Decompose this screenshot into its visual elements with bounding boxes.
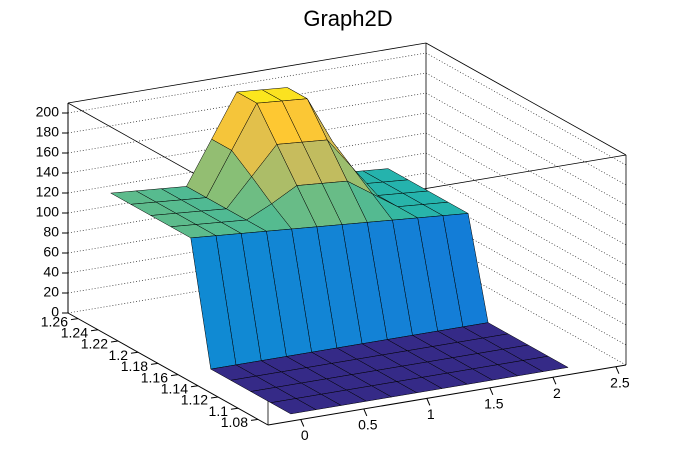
grid-line: [67, 132, 627, 246]
x-tick: [615, 366, 620, 374]
x-tick: [426, 398, 431, 406]
grid-line: [67, 52, 627, 166]
z-tick-label: 140: [36, 164, 60, 180]
y-tick: [210, 396, 219, 399]
y-tick: [170, 374, 179, 377]
y-tick: [110, 340, 119, 343]
x-tick: [363, 408, 368, 417]
y-tick-label: 1.2: [109, 347, 129, 363]
y-tick-label: 1.24: [61, 325, 88, 341]
grid-line: [67, 112, 627, 226]
y-tick-label: 1.22: [81, 336, 108, 352]
x-tick-label: 2.5: [610, 374, 630, 390]
z-tick-label: 100: [36, 204, 60, 220]
z-tick-label: 200: [36, 104, 60, 120]
z-tick-label: 40: [43, 264, 59, 280]
y-tick: [230, 407, 239, 410]
x-tick: [489, 387, 494, 396]
grid-line: [67, 212, 627, 326]
z-tick-label: 0: [51, 304, 59, 320]
y-tick-label: 1.14: [161, 381, 188, 397]
x-tick-label: 0.5: [358, 417, 378, 433]
x-tick-label: 1: [427, 406, 435, 422]
y-tick-label: 1.1: [209, 403, 229, 419]
z-tick-label: 120: [36, 184, 60, 200]
box-edge: [67, 42, 427, 104]
z-tick-label: 160: [36, 144, 60, 160]
y-tick: [150, 362, 159, 365]
surface-cell: [270, 398, 317, 415]
grid-line: [67, 252, 627, 366]
y-tick-label: 1.08: [221, 414, 248, 430]
y-tick-label: 1.16: [141, 369, 168, 385]
z-tick-label: 80: [43, 224, 59, 240]
x-tick: [552, 377, 557, 385]
y-tick-label: 1.26: [41, 313, 68, 329]
grid-line: [67, 232, 627, 346]
z-tick-label: 180: [36, 124, 60, 140]
y-tick: [70, 318, 79, 321]
x-tick-label: 0: [301, 427, 309, 443]
y-tick-label: 1.12: [181, 392, 208, 408]
y-tick-label: 1.18: [121, 358, 148, 374]
z-tick-label: 60: [43, 244, 59, 260]
z-tick-label: 20: [43, 284, 59, 300]
x-axis: [267, 364, 627, 426]
y-tick: [90, 329, 99, 332]
y-tick: [130, 351, 139, 354]
x-tick-label: 2: [553, 385, 561, 401]
y-tick: [190, 385, 199, 388]
x-tick-label: 1.5: [484, 396, 504, 412]
x-tick: [300, 419, 305, 427]
y-tick: [250, 418, 259, 421]
y-axis: [67, 312, 269, 426]
box-edge: [425, 42, 627, 156]
grid-line: [67, 92, 627, 206]
grid-line: [67, 72, 627, 186]
chart-title: Graph2D: [303, 6, 392, 31]
